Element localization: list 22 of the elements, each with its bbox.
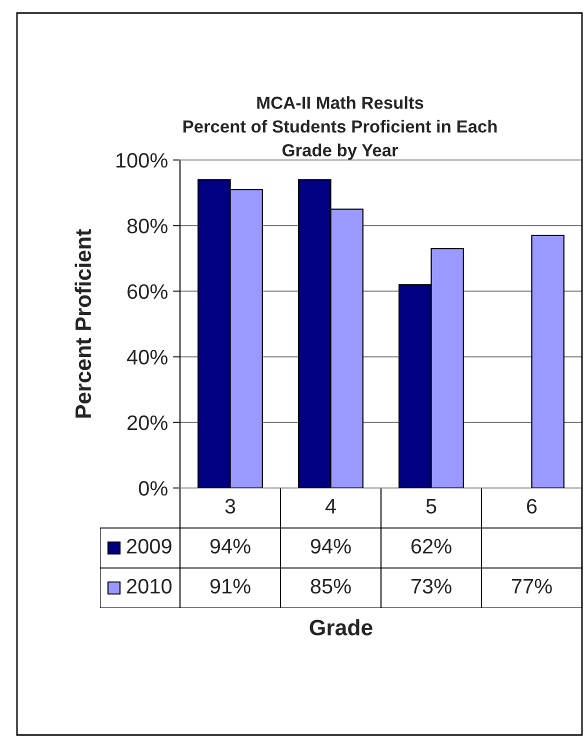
- y-tick-label: 0%: [138, 481, 168, 496]
- data-label: 94%: [210, 538, 250, 554]
- x-tick-label: 6: [527, 498, 537, 514]
- x-tick-label: 3: [225, 498, 236, 514]
- data-label: 94%: [310, 538, 351, 554]
- y-tick-label: 20%: [128, 415, 168, 430]
- chart-title: MCA-II Math Results Percent of Students Proficient in Each Grade by Year: [183, 96, 497, 160]
- x-axis-title: Grade: [310, 619, 372, 636]
- data-label: 77%: [512, 578, 552, 594]
- legend-label: 2009: [127, 538, 172, 554]
- x-tick-label: 4: [325, 499, 336, 514]
- y-axis-title: Percent Proficient: [74, 229, 92, 418]
- y-tick-label: 60%: [128, 284, 168, 299]
- data-label: 62%: [411, 538, 452, 554]
- y-tick-label: 80%: [127, 218, 168, 234]
- x-tick-label: 5: [426, 499, 436, 514]
- data-label: 85%: [310, 578, 351, 594]
- y-tick-label: 40%: [126, 350, 168, 365]
- data-label: 91%: [210, 578, 250, 594]
- data-label: 73%: [411, 578, 452, 594]
- legend-label: 2010: [127, 578, 172, 594]
- y-tick-label: 100%: [116, 153, 168, 168]
